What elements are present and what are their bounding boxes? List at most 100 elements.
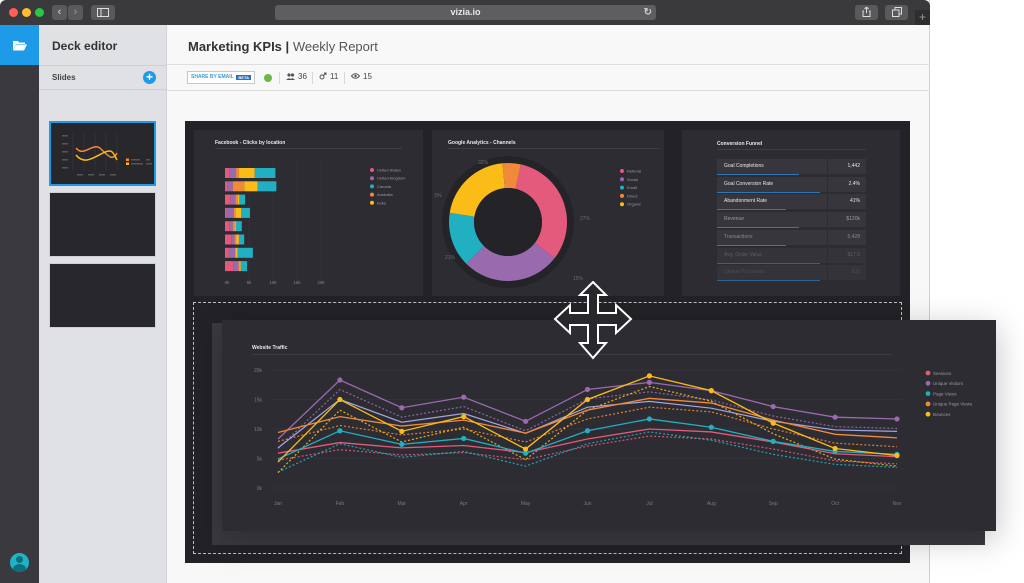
bar-segment <box>257 181 277 192</box>
website-traffic-line-chart: 0k 5k 10k 15k 20k Jan Feb Mar Apr May Jun Jul Aug Sep… <box>254 368 973 507</box>
views-stat: 15 <box>350 72 372 81</box>
collaborators-count: 36 <box>298 72 307 81</box>
data-point <box>337 428 343 434</box>
data-point <box>337 396 343 403</box>
bar-segment <box>231 234 235 245</box>
back-button[interactable]: ‹ <box>52 5 67 20</box>
bar-segment <box>238 168 255 178</box>
data-point <box>399 428 405 434</box>
data-point <box>584 386 591 393</box>
bar-segment <box>254 168 276 178</box>
bar-segment <box>235 194 238 205</box>
website-traffic-panel[interactable]: Website Traffic 0k 5k 10k 15k 20k Jan Feb Mar Ap… <box>222 320 996 531</box>
close-window-button[interactable] <box>9 8 18 17</box>
add-slide-button[interactable]: + <box>143 71 156 84</box>
legend-marker <box>620 169 624 173</box>
funnel-progress-bar <box>717 174 799 175</box>
bar-segment <box>228 247 236 258</box>
google-analytics-panel[interactable]: Google Analytics - Channels 32% 27% 15% 21%… <box>432 130 664 296</box>
legend-label: Organic <box>627 202 641 207</box>
slides-label: Slides <box>52 73 76 82</box>
address-bar[interactable]: vizia.io ↻ <box>275 5 656 20</box>
panel-title: Conversion Funnel <box>717 141 763 147</box>
divider <box>827 265 828 281</box>
move-cursor-icon <box>553 281 633 360</box>
data-point <box>708 388 714 394</box>
data-point <box>523 418 529 424</box>
donut-slice <box>515 164 567 259</box>
y-tick-label: 15k <box>254 398 263 404</box>
series-line <box>277 428 898 458</box>
funnel-value: 5,428 <box>847 233 860 240</box>
comparison-line <box>277 385 898 474</box>
data-point <box>523 450 529 456</box>
sidebar-toggle-button[interactable] <box>91 5 115 20</box>
funnel-value: 41% <box>849 198 860 205</box>
slide-thumbnail-2[interactable] <box>49 192 156 257</box>
share-by-email-button[interactable]: SHARE BY EMAIL BETA <box>187 71 255 84</box>
x-tick-label: Mar <box>397 501 406 507</box>
legend-marker <box>620 202 624 207</box>
tabs-overview-button[interactable] <box>885 5 908 20</box>
comparison-line <box>277 431 898 473</box>
minimize-window-button[interactable] <box>22 8 31 17</box>
reload-icon[interactable]: ↻ <box>643 7 652 18</box>
legend-label: Unique Page Views <box>933 402 973 407</box>
new-tab-button[interactable]: + <box>915 10 930 25</box>
slide-thumbnail-1[interactable] <box>49 121 156 186</box>
funnel-value: $17.5 <box>847 251 860 258</box>
deck-title: Marketing KPIs <box>188 39 282 54</box>
legend-marker <box>925 411 931 417</box>
x-tick-label: Nov <box>893 501 902 507</box>
x-tick-label: Apr <box>460 501 468 507</box>
bar-segment <box>225 261 234 272</box>
funnel-value: 2.4% <box>848 180 860 187</box>
slides-sidebar: Deck editor Slides + <box>39 25 167 583</box>
user-avatar[interactable] <box>10 553 29 572</box>
data-point <box>646 416 652 422</box>
legend-marker <box>925 401 931 407</box>
donut-slice <box>449 212 484 264</box>
facebook-clicks-panel[interactable]: Facebook - Clicks by location 0k 5k 10k 15k… <box>194 130 423 296</box>
x-tick-label: Oct <box>831 501 839 507</box>
forks-stat: 11 <box>319 72 338 81</box>
data-point <box>584 428 591 434</box>
panel-title: Website Traffic <box>252 345 288 351</box>
legend-label: Unique Visitors <box>933 381 964 386</box>
slide-preview-chart <box>62 133 152 176</box>
share-page-button[interactable] <box>855 5 878 20</box>
bar-segment <box>237 194 240 205</box>
x-tick-label: 10k <box>269 280 277 285</box>
maximize-window-button[interactable] <box>35 8 44 17</box>
legend-marker <box>925 370 931 376</box>
legend-label: Referral <box>627 169 641 174</box>
data-point <box>399 441 405 447</box>
forward-button[interactable]: › <box>68 5 83 20</box>
panel-title: Google Analytics - Channels <box>448 140 516 146</box>
browser-titlebar: ‹ › vizia.io ↻ + <box>0 0 930 25</box>
decks-nav-button[interactable] <box>0 25 39 65</box>
plus-icon: + <box>145 70 153 84</box>
slide-thumbnail-3[interactable] <box>49 263 156 328</box>
bar-segment <box>235 247 238 258</box>
data-point <box>770 403 776 410</box>
bar-segment <box>239 194 246 205</box>
app-title: Deck editor <box>52 39 118 53</box>
legend-marker <box>620 177 624 182</box>
data-point <box>770 420 776 426</box>
funnel-progress-bar <box>717 280 820 282</box>
bar-segment <box>236 168 239 178</box>
x-tick-label: Jul <box>646 501 652 507</box>
bar-segment <box>238 261 240 272</box>
data-point <box>894 416 900 422</box>
bar-segment <box>225 234 232 245</box>
legend-marker <box>370 200 374 205</box>
app-rail <box>0 25 39 583</box>
legend-label: Canada <box>377 184 392 189</box>
data-point <box>832 445 838 452</box>
data-point <box>461 435 467 442</box>
conversion-funnel-panel[interactable]: Conversion Funnel Goal Completions 1,442 G… <box>682 130 900 296</box>
funnel-progress-bar <box>717 227 799 229</box>
share-icon <box>862 6 871 17</box>
page-title: Marketing KPIs | Weekly Report <box>188 39 378 54</box>
